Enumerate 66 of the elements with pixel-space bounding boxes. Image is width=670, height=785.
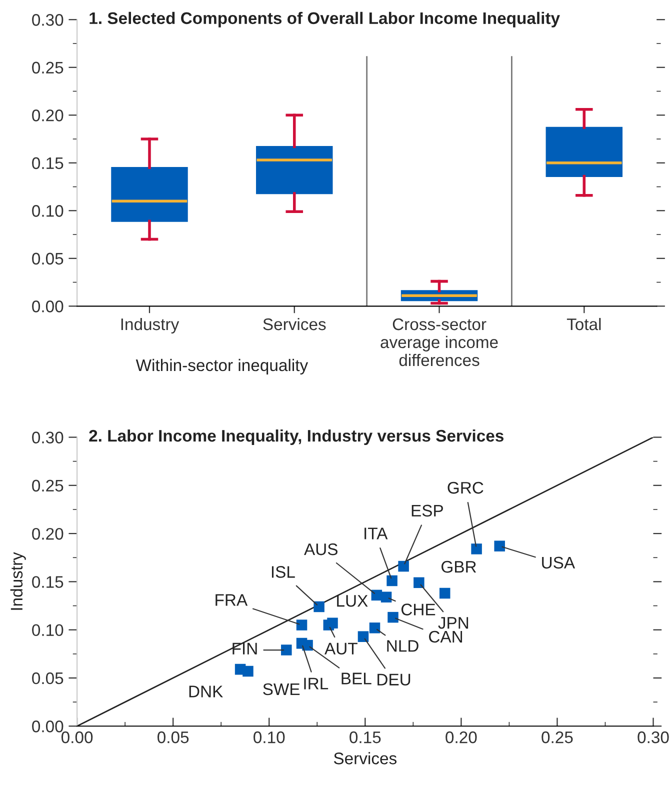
text: Within-sector inequality: [136, 358, 308, 374]
annotation: CHE: [401, 604, 436, 616]
y-tick-label: 0.05: [32, 252, 64, 265]
annotation: FRA: [216, 594, 248, 606]
y-tick-label: 0.30: [32, 432, 64, 444]
annotation: DEU: [378, 674, 410, 686]
point: [323, 620, 334, 630]
annotation: USA: [542, 556, 576, 569]
point: [302, 640, 313, 651]
y-axis-title: Industry: [10, 552, 26, 610]
point: [358, 631, 369, 642]
y-tick-label: 0.15: [32, 576, 64, 588]
annotation: LUX: [337, 595, 368, 607]
annotation: DNK: [189, 686, 223, 698]
annotation: FIN: [232, 642, 257, 654]
x-tick-label: Cross-sector average income differences: [380, 318, 498, 366]
x-tick-label: 0.05: [158, 731, 189, 744]
annotation: ESP: [412, 504, 443, 517]
y-tick-label: 0.30: [32, 14, 64, 26]
point: [386, 575, 398, 586]
chart-title: 1. Selected Components of Overall Labor Income Inequality: [90, 12, 560, 28]
annotation: IRL: [304, 678, 328, 690]
y-tick-label: 0.10: [32, 624, 64, 636]
annotation: SWE: [263, 683, 300, 696]
annotation: AUT: [324, 642, 358, 654]
y-tick-label: 0.05: [32, 672, 64, 684]
x-tick-label: 0.00: [61, 731, 93, 744]
y-tick-label: 0.15: [32, 157, 64, 170]
x-tick-label: 0.10: [254, 731, 285, 744]
point: [281, 644, 292, 656]
y-tick-label: 0.00: [32, 720, 64, 732]
y-tick-label: 0.10: [32, 205, 64, 217]
x-tick-label: 0.30: [638, 731, 669, 744]
point: [380, 592, 392, 602]
annotation: NLD: [387, 640, 418, 652]
point: [414, 577, 424, 588]
annotation: GRC: [448, 482, 484, 494]
y-tick-label: 0.20: [32, 110, 64, 122]
x-tick-label: Industry: [121, 318, 180, 334]
annotation: ISL: [272, 566, 295, 578]
point: [369, 622, 380, 634]
annotation: CAN: [429, 630, 462, 643]
x-tick-label: 0.20: [446, 731, 477, 744]
x-tick-label: 0.15: [350, 731, 381, 744]
chart-title: 2. Labor Income Inequality, Industry versus Services: [89, 429, 504, 446]
y-tick-label: 0.25: [32, 480, 64, 492]
x-axis-title: Services: [334, 752, 397, 764]
point: [242, 666, 254, 677]
x-tick-label: Total: [566, 318, 601, 330]
y-tick-label: 0.00: [32, 300, 64, 312]
point: [494, 540, 505, 552]
x-tick-label: Services: [263, 318, 326, 330]
annotation: AUS: [304, 543, 338, 556]
y-tick-label: 0.25: [32, 62, 64, 74]
annotation: JPN: [438, 617, 468, 629]
annotation: ITA: [364, 528, 388, 540]
point: [439, 588, 450, 599]
y-tick-label: 0.20: [32, 528, 64, 540]
point: [388, 612, 398, 623]
point: [471, 544, 482, 554]
point: [296, 620, 308, 630]
annotation: BEL: [342, 672, 372, 684]
annotation: GBR: [442, 560, 476, 573]
x-tick-label: 0.25: [542, 731, 573, 744]
point: [314, 601, 324, 612]
point: [398, 560, 409, 572]
